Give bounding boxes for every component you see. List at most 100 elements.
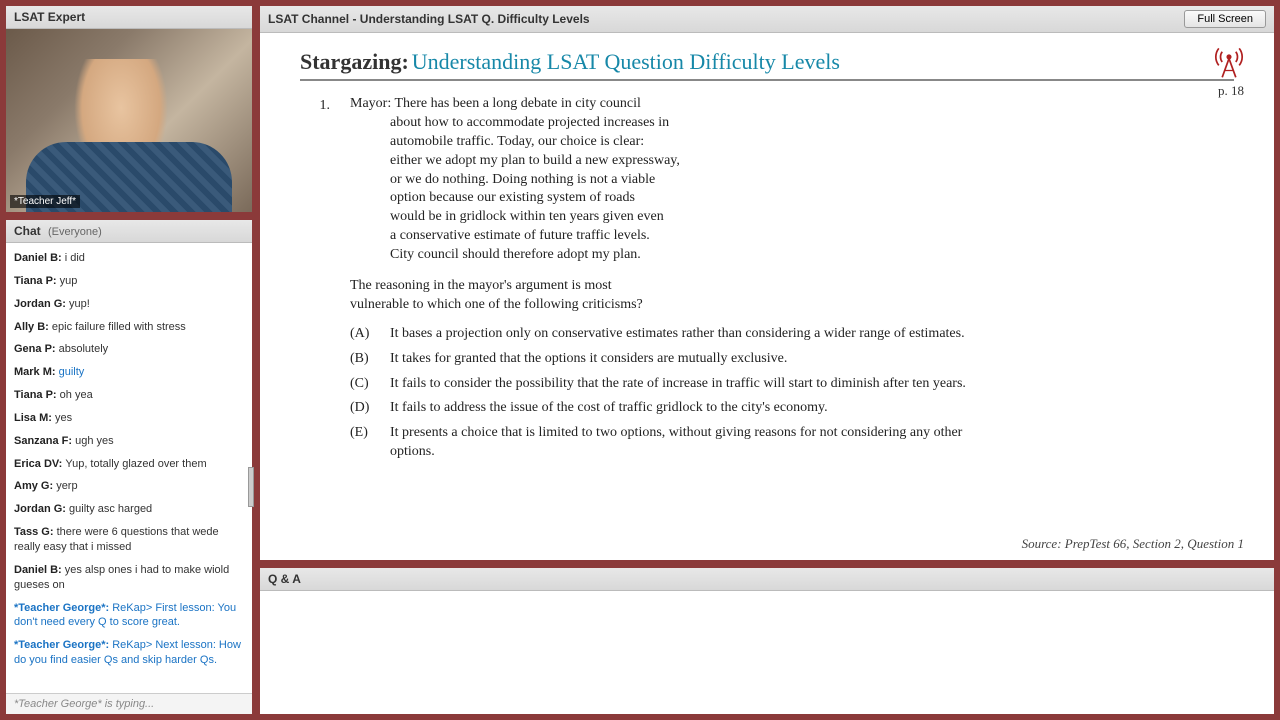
stimulus-line: would be in gridlock within ten years gi… — [350, 208, 1000, 227]
stimulus-line: about how to accommodate projected incre… — [350, 114, 1000, 133]
choice-letter: (C) — [350, 375, 376, 394]
chat-message: Lisa M: yes — [6, 407, 252, 430]
chat-text: guilty — [59, 366, 85, 378]
video-feed[interactable]: *Teacher Jeff* — [6, 29, 252, 212]
choice-text: It takes for granted that the options it… — [390, 350, 1000, 369]
choice-letter: (A) — [350, 325, 376, 344]
title-prefix: Stargazing: — [300, 49, 409, 74]
chat-user: Erica DV: — [14, 458, 65, 470]
question-number: 1. — [300, 95, 330, 468]
chat-message: Amy G: yerp — [6, 475, 252, 498]
answer-choice[interactable]: (A) It bases a projection only on conserv… — [350, 325, 1000, 344]
stimulus-line: Mayor: There has been a long debate in c… — [350, 95, 1000, 114]
answer-choice[interactable]: (D) It fails to address the issue of the … — [350, 399, 1000, 418]
question: 1. Mayor: There has been a long debate i… — [300, 95, 1000, 468]
broadcast-icon — [1212, 45, 1246, 82]
stimulus-line: option because our existing system of ro… — [350, 189, 1000, 208]
chat-message: Daniel B: i did — [6, 247, 252, 270]
chat-title: Chat — [14, 224, 41, 238]
answer-choice[interactable]: (C) It fails to consider the possibility … — [350, 375, 1000, 394]
chat-scope: (Everyone) — [48, 226, 102, 238]
chat-user: Tiana P: — [14, 275, 60, 287]
qa-body[interactable] — [260, 591, 1274, 714]
chat-messages[interactable]: Daniel B: i didTiana P: yupJordan G: yup… — [6, 243, 252, 693]
chat-message: Gena P: absolutely — [6, 338, 252, 361]
chat-message: Mark M: guilty — [6, 361, 252, 384]
chat-text: oh yea — [60, 389, 93, 401]
chat-user: Daniel B: — [14, 252, 65, 264]
question-stimulus: Mayor: There has been a long debate in c… — [350, 95, 1000, 265]
answer-choice[interactable]: (B) It takes for granted that the options… — [350, 350, 1000, 369]
expert-title: LSAT Expert — [14, 10, 85, 24]
source-citation: Source: PrepTest 66, Section 2, Question… — [1022, 536, 1244, 552]
chat-user: Amy G: — [14, 480, 56, 492]
fullscreen-button[interactable]: Full Screen — [1184, 10, 1266, 28]
chat-message: *Teacher George*: ReKap> Next lesson: Ho… — [6, 634, 252, 672]
chat-user: Ally B: — [14, 321, 52, 333]
chat-user: Lisa M: — [14, 412, 55, 424]
chat-message: Daniel B: yes alsp ones i had to make wi… — [6, 559, 252, 597]
chat-text: guilty asc harged — [69, 503, 152, 515]
chat-message: Tiana P: yup — [6, 270, 252, 293]
chat-text: i did — [65, 252, 85, 264]
choice-letter: (B) — [350, 350, 376, 369]
qa-panel-header: Q & A — [260, 568, 1274, 591]
page-number: p. 18 — [1218, 83, 1244, 99]
choice-text: It presents a choice that is limited to … — [390, 424, 1000, 462]
chat-message: Tass G: there were 6 questions that wede… — [6, 521, 252, 559]
chat-message: Jordan G: guilty asc harged — [6, 498, 252, 521]
chat-typing-indicator: *Teacher George* is typing... — [6, 693, 252, 714]
chat-text: Yup, totally glazed over them — [65, 458, 206, 470]
chat-message: Tiana P: oh yea — [6, 384, 252, 407]
chat-text: ugh yes — [75, 435, 114, 447]
chat-text: yerp — [56, 480, 77, 492]
content-body: p. 18 Stargazing: Understanding LSAT Que… — [260, 33, 1274, 560]
chat-user: Gena P: — [14, 343, 59, 355]
chat-text: yup! — [69, 298, 90, 310]
chat-user: Jordan G: — [14, 503, 69, 515]
chat-text: yup — [60, 275, 78, 287]
qa-title: Q & A — [268, 572, 301, 586]
chat-message: Jordan G: yup! — [6, 293, 252, 316]
chat-panel-header: Chat (Everyone) — [6, 220, 252, 243]
content-title: LSAT Channel - Understanding LSAT Q. Dif… — [268, 12, 590, 26]
answer-choices: (A) It bases a projection only on conserv… — [350, 325, 1000, 462]
chat-scroll-handle[interactable] — [248, 467, 254, 507]
expert-panel-header: LSAT Expert — [6, 6, 252, 29]
chat-user: *Teacher George*: — [14, 639, 112, 651]
chat-user: Mark M: — [14, 366, 59, 378]
choice-text: It fails to address the issue of the cos… — [390, 399, 1000, 418]
chat-text: epic failure filled with stress — [52, 321, 186, 333]
stimulus-line: either we adopt my plan to build a new e… — [350, 152, 1000, 171]
content-panel-header: LSAT Channel - Understanding LSAT Q. Dif… — [260, 6, 1274, 33]
choice-text: It bases a projection only on conservati… — [390, 325, 1000, 344]
stimulus-line: a conservative estimate of future traffi… — [350, 227, 1000, 246]
choice-letter: (E) — [350, 424, 376, 462]
qa-panel: Q & A — [258, 566, 1276, 716]
chat-user: Sanzana F: — [14, 435, 75, 447]
chat-panel: Chat (Everyone) Daniel B: i didTiana P: … — [4, 218, 254, 716]
chat-text: absolutely — [59, 343, 109, 355]
stimulus-line: City council should therefore adopt my p… — [350, 246, 1000, 265]
answer-choice[interactable]: (E) It presents a choice that is limited … — [350, 424, 1000, 462]
document-title: Stargazing: Understanding LSAT Question … — [300, 49, 1234, 81]
chat-message: Erica DV: Yup, totally glazed over them — [6, 453, 252, 476]
chat-user: Daniel B: — [14, 564, 65, 576]
expert-panel: LSAT Expert *Teacher Jeff* — [4, 4, 254, 214]
stimulus-line: automobile traffic. Today, our choice is… — [350, 133, 1000, 152]
stimulus-line: or we do nothing. Doing nothing is not a… — [350, 171, 1000, 190]
chat-message: Sanzana F: ugh yes — [6, 430, 252, 453]
chat-user: Jordan G: — [14, 298, 69, 310]
title-main: Understanding LSAT Question Difficulty L… — [412, 49, 840, 74]
chat-user: *Teacher George*: — [14, 602, 112, 614]
video-presenter-label: *Teacher Jeff* — [10, 195, 80, 208]
chat-message: *Teacher George*: ReKap> First lesson: Y… — [6, 597, 252, 635]
chat-text: yes — [55, 412, 72, 424]
chat-message: Ally B: epic failure filled with stress — [6, 316, 252, 339]
chat-user: Tass G: — [14, 526, 57, 538]
chat-user: Tiana P: — [14, 389, 60, 401]
choice-letter: (D) — [350, 399, 376, 418]
question-stem: The reasoning in the mayor's argument is… — [350, 277, 1000, 315]
content-panel: LSAT Channel - Understanding LSAT Q. Dif… — [258, 4, 1276, 562]
choice-text: It fails to consider the possibility tha… — [390, 375, 1000, 394]
